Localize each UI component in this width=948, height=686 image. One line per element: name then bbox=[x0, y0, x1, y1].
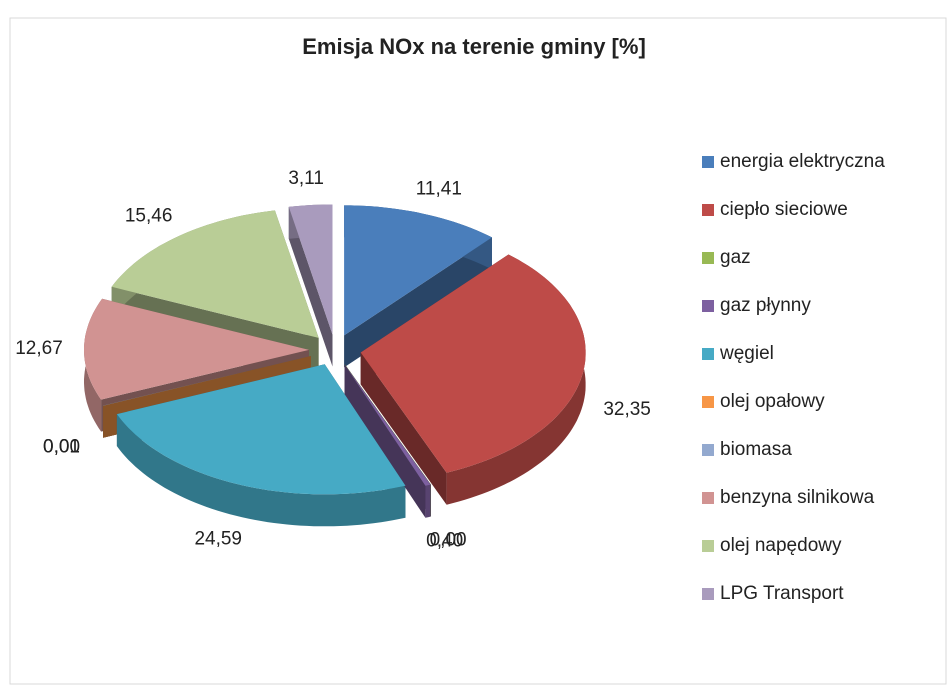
legend-label: LPG Transport bbox=[720, 583, 844, 604]
pie-slice bbox=[288, 204, 333, 335]
legend-swatch bbox=[702, 492, 714, 504]
legend-label: olej napędowy bbox=[720, 535, 842, 556]
data-label: 0,00 bbox=[43, 437, 80, 458]
data-label: 0,00 bbox=[430, 530, 467, 551]
legend-swatch bbox=[702, 204, 714, 216]
legend-swatch bbox=[702, 540, 714, 552]
legend-swatch bbox=[702, 396, 714, 408]
data-label: 32,35 bbox=[603, 399, 651, 420]
slice-cut-face bbox=[344, 237, 492, 368]
slice-side bbox=[116, 414, 406, 527]
slice-cut-face bbox=[360, 352, 447, 505]
pie-slice bbox=[111, 210, 319, 338]
data-label: 11,41 bbox=[416, 178, 462, 199]
slice-side bbox=[446, 254, 586, 505]
pie-slice bbox=[360, 254, 586, 473]
pie-slice bbox=[84, 298, 309, 400]
pie-slice bbox=[344, 364, 431, 486]
pie-slice bbox=[344, 205, 492, 336]
slice-side bbox=[425, 484, 431, 518]
legend-swatch bbox=[702, 588, 714, 600]
slice-cut-face bbox=[288, 206, 333, 367]
data-label: 0,40 bbox=[426, 530, 463, 551]
legend-label: olej opałowy bbox=[720, 391, 825, 412]
legend-label: gaz płynny bbox=[720, 295, 811, 316]
legend-swatch bbox=[702, 252, 714, 264]
legend-label: węgiel bbox=[719, 343, 774, 364]
legend-swatch bbox=[702, 444, 714, 456]
data-label: 3,11 bbox=[288, 168, 324, 189]
pie-slice bbox=[103, 356, 311, 406]
pie-slice bbox=[116, 364, 406, 495]
legend-label: biomasa bbox=[720, 439, 792, 460]
legend-label: ciepło sieciowe bbox=[720, 199, 848, 220]
slice-cut-face bbox=[344, 364, 426, 518]
data-label: 0,01 bbox=[43, 437, 80, 458]
legend-swatch bbox=[702, 300, 714, 312]
legend-swatch bbox=[702, 348, 714, 360]
data-label: 15,46 bbox=[125, 206, 173, 227]
legend-label: gaz bbox=[720, 247, 751, 268]
legend-label: benzyna silnikowa bbox=[720, 487, 875, 508]
data-label: 24,59 bbox=[194, 529, 242, 550]
legend-label: energia elektryczna bbox=[720, 151, 885, 172]
chart-title: Emisja NOx na terenie gminy [%] bbox=[302, 34, 646, 59]
data-label: 12,67 bbox=[15, 338, 63, 359]
legend-swatch bbox=[702, 156, 714, 168]
